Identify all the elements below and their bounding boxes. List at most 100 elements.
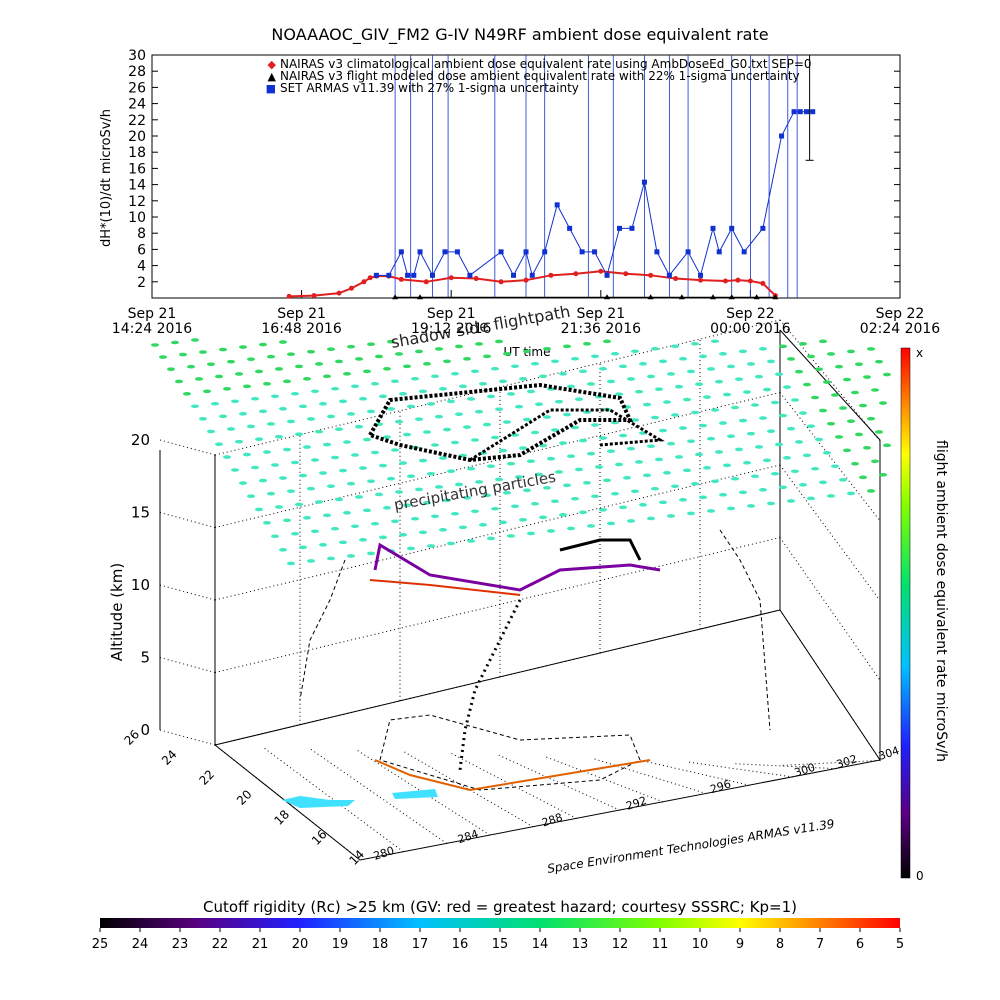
projection-dashed-left	[299, 559, 346, 701]
precip-plane-dot	[151, 343, 159, 347]
climatology-point	[473, 276, 479, 282]
precip-plane-dot	[507, 461, 515, 466]
precip-plane-dot	[419, 389, 427, 394]
precip-plane-dot	[647, 444, 655, 449]
precip-plane-dot	[523, 488, 531, 493]
legend-symbol: ◆	[268, 58, 277, 71]
precip-plane-dot	[303, 445, 311, 449]
x-tick-label-3d: 302	[835, 752, 859, 771]
precip-plane-dot	[487, 464, 495, 469]
precip-plane-dot	[495, 407, 503, 412]
z-grid-right	[779, 392, 881, 522]
precip-plane-dot	[491, 366, 499, 371]
floor-grid	[403, 751, 534, 828]
climatology-point	[311, 293, 317, 299]
precip-plane-dot	[559, 513, 567, 517]
z-grid-left	[159, 512, 216, 528]
precip-plane-dot	[655, 457, 663, 462]
y-axis-ticks-3d: 14 16 18 20 22 24 26	[121, 727, 367, 868]
armas-point	[666, 272, 672, 278]
z-axis-label: Altitude (km)	[108, 563, 126, 661]
y-tick-label-3d: 24	[159, 747, 180, 768]
chart-title: NOAAAOC_GIV_FM2 G-IV N49RF ambient dose …	[271, 25, 768, 45]
armas-point	[641, 179, 647, 185]
z-grid-right	[779, 537, 881, 681]
z-grid-left	[159, 657, 216, 673]
precip-plane-dot	[735, 377, 743, 382]
precip-plane-dot	[367, 551, 375, 556]
precip-plane-dot	[707, 509, 715, 513]
precip-plane-dot	[231, 468, 239, 472]
precip-plane-dot	[195, 377, 203, 381]
flightpath-3d-plot: 0 5 10 15 20 14 16 18 20 22 24 26 280 284 288 292 296 3…	[121, 319, 901, 868]
precip-plane-dot	[787, 499, 795, 503]
precip-plane-dot	[275, 434, 283, 439]
floor-grid	[545, 756, 664, 803]
precip-plane-dot	[631, 489, 639, 494]
precip-plane-dot	[499, 448, 507, 453]
precip-plane-dot	[579, 510, 587, 515]
precip-plane-dot	[455, 412, 463, 417]
armas-point	[454, 249, 460, 255]
precip-plane-dot	[383, 506, 391, 510]
climatology-point	[448, 275, 454, 281]
x-tick-label-date: Sep 21	[576, 306, 625, 322]
precip-plane-dot	[267, 491, 275, 496]
precip-plane-dot	[267, 354, 275, 359]
precip-plane-dot	[507, 392, 515, 396]
precip-plane-dot	[655, 387, 663, 392]
precip-plane-dot	[823, 380, 831, 384]
z-tick-label: 15	[131, 504, 150, 522]
precip-plane-dot	[363, 369, 371, 374]
precip-plane-dot	[547, 456, 555, 461]
armas-point	[523, 249, 529, 255]
climatology-point	[523, 277, 529, 283]
colorbar-title: Cutoff rigidity (Rc) >25 km (GV: red = g…	[203, 898, 797, 916]
precip-plane-dot	[731, 476, 739, 481]
nairas-point	[392, 294, 399, 300]
z-grid-back	[214, 464, 781, 601]
precip-plane-dot	[527, 389, 535, 394]
precip-plane-dot	[839, 478, 847, 482]
y-tick-label: 20	[128, 129, 146, 145]
precip-plane-dot	[187, 364, 195, 369]
precip-plane-dot	[787, 426, 795, 431]
climatology-point	[498, 279, 504, 285]
precip-plane-dot	[735, 447, 743, 452]
precip-plane-dot	[679, 498, 687, 502]
precip-plane-dot	[603, 478, 611, 483]
precip-plane-dot	[271, 534, 279, 539]
precip-plane-dot	[295, 502, 303, 507]
horizontal-colorbar-ticks: 25 24 23 22 21 20 19 18 17 16 15 14 13 12 11 10 9 8 7 6 5	[92, 928, 904, 952]
precip-plane-dot	[819, 408, 827, 413]
precip-plane-dot	[755, 374, 763, 379]
precip-plane-dot	[875, 359, 883, 364]
precip-plane-dot	[191, 404, 199, 409]
precip-plane-dot	[611, 351, 619, 356]
precip-plane-dot	[299, 545, 307, 550]
precip-plane-dot	[463, 496, 471, 500]
precip-plane-dot	[827, 494, 835, 498]
precip-plane-dot	[335, 427, 343, 432]
precip-plane-dot	[739, 418, 747, 423]
colorbar-max-label: x	[916, 346, 923, 360]
precip-plane-dot	[503, 352, 511, 356]
precip-plane-dot	[595, 394, 603, 399]
armas-point	[604, 272, 610, 278]
precip-plane-dot	[691, 481, 699, 486]
precip-plane-dot	[403, 364, 411, 369]
precip-plane-dot	[791, 469, 799, 474]
precip-plane-dot	[399, 461, 407, 465]
precip-plane-dot	[511, 433, 519, 437]
precip-plane-dot	[651, 346, 659, 351]
nairas-point	[604, 294, 611, 300]
y-tick-label: 30	[128, 48, 146, 64]
climatology-point	[722, 278, 728, 284]
precip-plane-dot	[783, 456, 791, 460]
precip-plane-dot	[695, 452, 703, 457]
precip-plane-dot	[587, 524, 595, 528]
floor-grid	[640, 759, 750, 786]
precip-plane-dot	[767, 429, 775, 434]
precip-plane-dot	[287, 489, 295, 494]
precip-plane-dot	[531, 361, 539, 366]
